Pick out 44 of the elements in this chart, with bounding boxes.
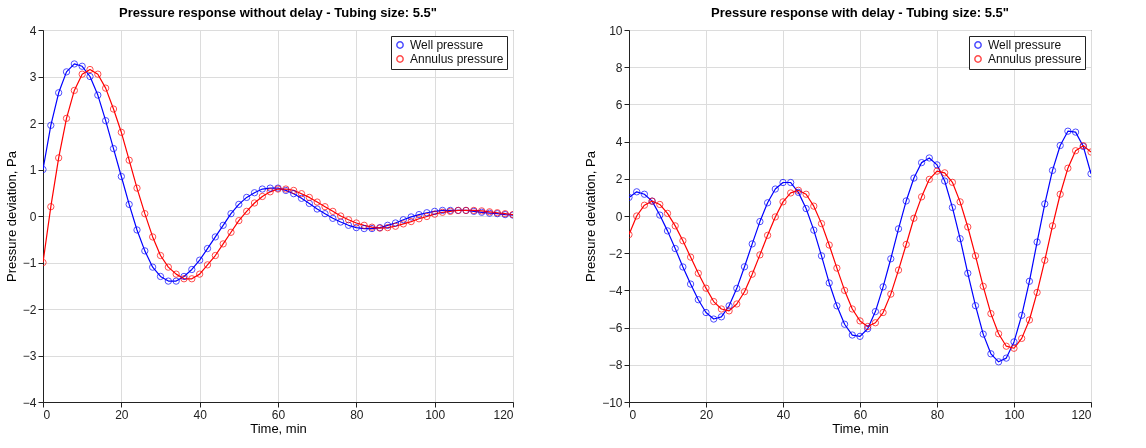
x-tick-label: 80 bbox=[350, 407, 364, 422]
x-tick-label: 40 bbox=[776, 407, 791, 422]
y-tick-label: −2 bbox=[608, 246, 623, 261]
x-tick-label: 120 bbox=[493, 407, 514, 422]
x-tick-label: 100 bbox=[425, 407, 446, 422]
x-tick-label: 20 bbox=[115, 407, 129, 422]
y-tick-label: 8 bbox=[615, 60, 623, 75]
y-tick-label: −8 bbox=[608, 358, 623, 373]
y-tick-label: 1 bbox=[29, 163, 37, 177]
y-tick-label: −6 bbox=[608, 321, 623, 336]
x-axis-title: Time, min bbox=[832, 420, 889, 436]
x-tick-label: 120 bbox=[1071, 407, 1092, 422]
x-tick-label: 60 bbox=[271, 407, 286, 422]
x-tick-label: 80 bbox=[930, 407, 945, 422]
legend-label: Annulus pressure bbox=[410, 52, 504, 66]
chart-title: Pressure response without delay - Tubing size: 5.5" bbox=[119, 5, 437, 20]
x-axis-title: Time, min bbox=[250, 420, 307, 436]
y-tick-label: −4 bbox=[22, 395, 37, 410]
y-tick-label: −10 bbox=[602, 395, 623, 410]
y-tick-label: 2 bbox=[615, 172, 623, 187]
y-tick-label: −1 bbox=[22, 256, 37, 270]
y-tick-label: −3 bbox=[22, 349, 37, 363]
y-axis-title: Pressure deviation, Pa bbox=[3, 150, 19, 282]
x-tick-label: 20 bbox=[699, 407, 714, 422]
y-axis-title: Pressure deviation, Pa bbox=[583, 150, 599, 282]
y-tick-label: 6 bbox=[615, 97, 623, 112]
y-tick-label: 4 bbox=[29, 23, 37, 38]
x-tick-label: 60 bbox=[853, 407, 868, 422]
y-tick-label: 4 bbox=[615, 135, 623, 150]
x-tick-label: 100 bbox=[1004, 407, 1025, 422]
x-tick-label: 0 bbox=[43, 407, 51, 422]
y-tick-label: 3 bbox=[29, 70, 37, 84]
y-tick-label: 0 bbox=[29, 209, 37, 224]
legend-label: Annulus pressure bbox=[988, 52, 1082, 66]
y-tick-label: 10 bbox=[609, 23, 623, 38]
legend-label: Well pressure bbox=[410, 38, 484, 52]
x-tick-label: 40 bbox=[193, 407, 208, 422]
y-tick-label: −4 bbox=[608, 283, 623, 298]
x-tick-label: 0 bbox=[629, 407, 637, 422]
chart-title: Pressure response with delay - Tubing size: 5.5" bbox=[711, 5, 1009, 20]
y-tick-label: 2 bbox=[29, 116, 37, 131]
legend-label: Well pressure bbox=[988, 38, 1062, 52]
y-tick-label: 0 bbox=[615, 209, 623, 224]
y-tick-label: −2 bbox=[22, 302, 37, 317]
